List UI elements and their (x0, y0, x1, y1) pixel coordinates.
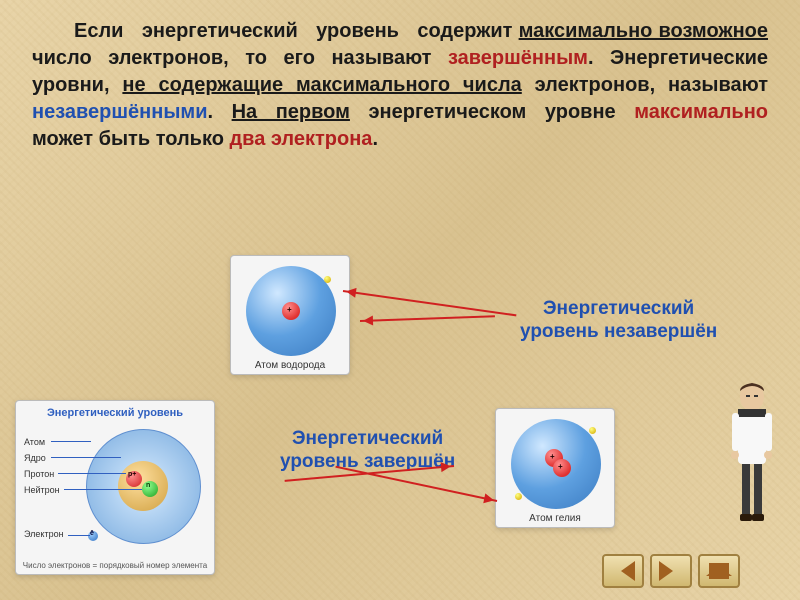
text: Если (74, 20, 123, 42)
text-underlined: На первом (232, 101, 350, 123)
text: уровень (316, 20, 399, 42)
word-completed: завершённым (448, 47, 588, 69)
diagram-label-nucleus: Ядро (24, 453, 46, 463)
text: . (208, 101, 232, 123)
nav-back-button[interactable] (602, 554, 644, 588)
diagram-label-neutron: Нейтрон (24, 485, 60, 495)
diagram-label-atom: Атом (24, 437, 45, 447)
atom-structure-diagram: Энергетический уровень p+ n ē Атом Ядро … (15, 400, 215, 575)
atom-he-caption: Атом гелия (496, 513, 614, 524)
text-underlined: не содержащие максимального числа (122, 74, 521, 96)
text: содержит (417, 20, 512, 42)
nav-home-button[interactable] (698, 554, 740, 588)
text: может быть только (32, 128, 229, 150)
atom-h-caption: Атом водорода (231, 360, 349, 371)
label-line: Энергетический (280, 428, 455, 451)
label-line: уровень завершён (280, 451, 455, 474)
word-incomplete: незавершёнными (32, 101, 208, 123)
label-line: уровень незавершён (520, 321, 717, 344)
text: число электронов, то его называют (32, 47, 448, 69)
diagram-label-proton: Протон (24, 469, 54, 479)
arrow-left-icon (611, 561, 635, 581)
text: . (372, 128, 378, 150)
diagram-title: Энергетический уровень (16, 407, 214, 419)
text: энергетический (142, 20, 298, 42)
text: электронов, называют (522, 74, 768, 96)
home-icon (709, 563, 729, 579)
arrow-right-icon (659, 561, 683, 581)
atom-helium: + + Атом гелия (495, 408, 615, 528)
atom-hydrogen: + Атом водорода (230, 255, 350, 375)
text: энергетическом уровне (350, 101, 634, 123)
label-line: Энергетический (520, 298, 717, 321)
diagram-footer: Число электронов = порядковый номер элем… (16, 561, 214, 570)
nav-forward-button[interactable] (650, 554, 692, 588)
text-underlined: максимально возможное (519, 20, 768, 42)
word-two: два электрона (229, 128, 372, 150)
main-paragraph: Если энергетический уровень содержит мак… (32, 18, 768, 153)
character-illustration (720, 377, 785, 552)
word-max: максимально (634, 101, 768, 123)
label-incomplete: Энергетический уровень незавершён (520, 298, 717, 344)
diagram-label-electron: Электрон (24, 529, 64, 539)
